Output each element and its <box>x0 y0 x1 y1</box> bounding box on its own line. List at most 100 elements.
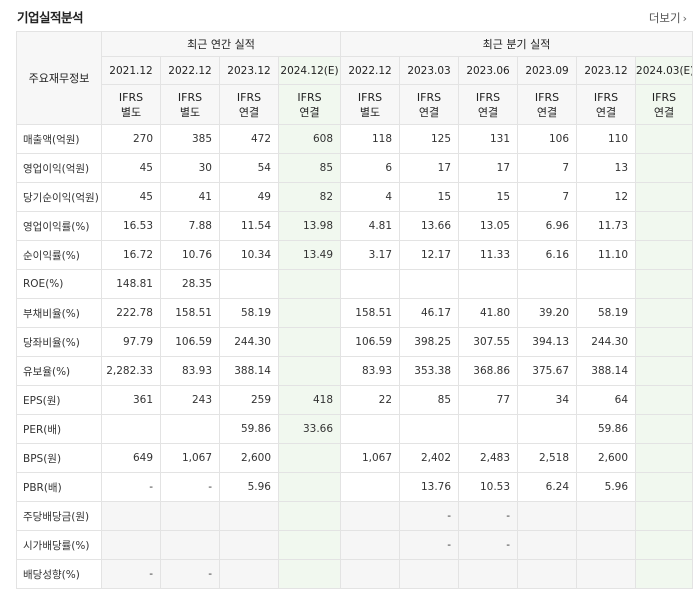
table-cell <box>399 414 460 444</box>
period-header: 2023.09 <box>517 56 578 85</box>
table-cell: 13.98 <box>277 211 342 241</box>
table-cell <box>576 530 637 560</box>
table-cell: 15 <box>458 182 519 212</box>
table-cell: 270 <box>101 124 161 154</box>
table-cell: 4 <box>340 182 401 212</box>
table-cell: 11.33 <box>458 240 519 270</box>
table-cell: 259 <box>219 385 279 415</box>
table-cell <box>160 414 220 444</box>
table-cell: 54 <box>219 153 279 183</box>
table-cell <box>635 559 694 589</box>
table-cell: 2,402 <box>399 443 460 473</box>
table-cell: - <box>101 559 161 589</box>
table-cell <box>219 501 279 531</box>
ifrs-basis: 연결 <box>238 105 260 119</box>
table-cell: 2,483 <box>458 443 519 473</box>
table-cell <box>340 501 401 531</box>
table-row: 시가배당률(%) - - <box>16 530 694 560</box>
table-cell: 106.59 <box>160 327 220 357</box>
financial-table: 주요재무정보 최근 연간 실적 최근 분기 실적 2021.12 2022.12 2… <box>16 31 694 589</box>
table-cell <box>277 472 342 502</box>
section-title: 기업실적분석 <box>17 10 84 25</box>
table-cell: 17 <box>458 153 519 183</box>
table-cell <box>635 327 694 357</box>
ifrs-header: IFRS 별도 <box>340 84 401 125</box>
row-label: 당좌비율(%) <box>16 327 102 357</box>
ifrs-basis: 연결 <box>595 105 617 119</box>
table-cell <box>277 298 342 328</box>
table-cell: 6.16 <box>517 240 578 270</box>
table-cell <box>635 153 694 183</box>
table-cell: 388.14 <box>219 356 279 386</box>
period-header: 2023.12 <box>576 56 637 85</box>
table-cell: - <box>399 501 460 531</box>
table-cell <box>277 327 342 357</box>
ifrs-basis: 별도 <box>359 105 381 119</box>
table-row: 부채비율(%) 222.78 158.51 58.19 158.51 46.17 41.80… <box>16 298 694 328</box>
chevron-right-icon: › <box>682 12 687 25</box>
ifrs-standard: IFRS <box>651 90 677 104</box>
table-cell <box>517 414 578 444</box>
table-cell: 6.24 <box>517 472 578 502</box>
ifrs-standard: IFRS <box>475 90 501 104</box>
table-cell: 97.79 <box>101 327 161 357</box>
table-cell <box>576 501 637 531</box>
table-cell: 106.59 <box>340 327 401 357</box>
table-row: 당좌비율(%) 97.79 106.59 244.30 106.59 398.25 307.… <box>16 327 694 357</box>
table-cell <box>635 124 694 154</box>
table-cell: 608 <box>277 124 342 154</box>
table-cell: 58.19 <box>219 298 279 328</box>
ifrs-header: IFRS 연결 <box>635 84 694 125</box>
corner-label: 주요재무정보 <box>16 31 102 125</box>
table-cell: - <box>101 472 161 502</box>
table-cell: 1,067 <box>160 443 220 473</box>
row-label: ROE(%) <box>16 269 102 299</box>
table-cell: 13 <box>576 153 637 183</box>
table-cell <box>635 385 694 415</box>
table-cell: 12 <box>576 182 637 212</box>
table-cell: 1,067 <box>340 443 401 473</box>
period-header: 2021.12 <box>101 56 161 85</box>
table-row: 순이익률(%) 16.72 10.76 10.34 13.49 3.17 12.17 11.3… <box>16 240 694 270</box>
table-cell: 22 <box>340 385 401 415</box>
ifrs-basis: 별도 <box>120 105 142 119</box>
table-cell: 58.19 <box>576 298 637 328</box>
row-label: 유보율(%) <box>16 356 102 386</box>
row-label: PER(배) <box>16 414 102 444</box>
table-cell <box>458 414 519 444</box>
table-cell <box>160 501 220 531</box>
table-cell: 394.13 <box>517 327 578 357</box>
table-cell: 49 <box>219 182 279 212</box>
table-row: 당기순이익(억원) 45 41 49 82 4 15 15 7 12 <box>16 182 694 212</box>
table-cell: 59.86 <box>219 414 279 444</box>
table-cell <box>458 269 519 299</box>
table-cell <box>517 559 578 589</box>
more-label: 더보기 <box>648 11 681 25</box>
row-label: BPS(원) <box>16 443 102 473</box>
table-cell: 28.35 <box>160 269 220 299</box>
table-cell: 2,600 <box>576 443 637 473</box>
table-cell: 41 <box>160 182 220 212</box>
row-label: 순이익률(%) <box>16 240 102 270</box>
table-row: 유보율(%) 2,282.33 83.93 388.14 83.93 353.38 368.… <box>16 356 694 386</box>
table-cell: 388.14 <box>576 356 637 386</box>
table-cell: 83.93 <box>340 356 401 386</box>
table-cell <box>635 356 694 386</box>
table-cell: 33.66 <box>277 414 342 444</box>
table-cell: - <box>458 530 519 560</box>
table-cell: 158.51 <box>340 298 401 328</box>
table-cell: 15 <box>399 182 460 212</box>
table-cell: 4.81 <box>340 211 401 241</box>
table-cell <box>635 443 694 473</box>
period-header: 2023.12 <box>219 56 279 85</box>
table-cell: 11.54 <box>219 211 279 241</box>
table-cell: 39.20 <box>517 298 578 328</box>
table-cell <box>340 559 401 589</box>
table-cell: 10.76 <box>160 240 220 270</box>
table-cell: 125 <box>399 124 460 154</box>
table-cell <box>277 356 342 386</box>
table-cell: 85 <box>277 153 342 183</box>
table-cell: 110 <box>576 124 637 154</box>
more-link[interactable]: 더보기 › <box>649 10 687 26</box>
table-cell: 2,282.33 <box>101 356 161 386</box>
